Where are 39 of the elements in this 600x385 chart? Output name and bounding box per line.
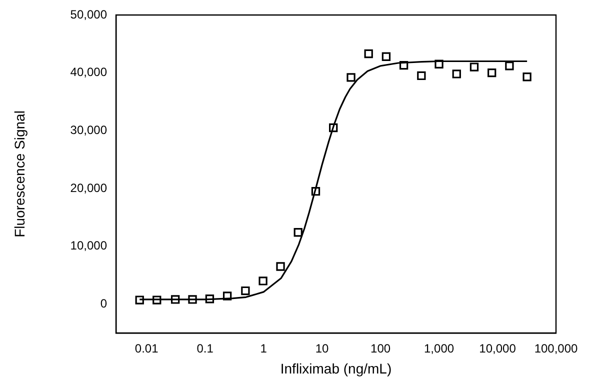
x-tick-label: 10,000 — [479, 342, 516, 356]
point — [294, 228, 302, 237]
point — [452, 70, 461, 78]
point — [241, 286, 250, 296]
y-tick-label: 30,000 — [70, 122, 108, 137]
x-tick-label: 1 — [260, 342, 268, 356]
point — [135, 296, 144, 304]
point — [364, 49, 373, 58]
x-tick-label: 100,000 — [534, 342, 578, 356]
point — [382, 52, 391, 61]
y-tick-label: 40,000 — [70, 65, 108, 80]
point — [222, 292, 232, 300]
x-tick-label: 100 — [370, 342, 391, 356]
point — [276, 262, 285, 271]
point — [488, 68, 496, 78]
x-tick-label: 0.01 — [134, 342, 159, 356]
point — [170, 295, 180, 304]
point — [417, 71, 426, 80]
x-tick-label: 10 — [315, 342, 330, 356]
point — [505, 62, 514, 70]
point — [258, 276, 268, 286]
point — [329, 123, 338, 132]
x-axis-title: Infliximab (ng/mL) — [280, 360, 392, 376]
point — [399, 60, 408, 70]
y-tick-label: 0 — [100, 296, 108, 310]
x-tick-label: 0.1 — [196, 342, 214, 356]
point — [346, 73, 356, 82]
point — [522, 72, 532, 82]
y-tick-label: 50,000 — [70, 7, 108, 22]
point — [470, 62, 479, 72]
y-tick-label: 10,000 — [70, 238, 108, 253]
point — [311, 187, 320, 196]
point — [152, 296, 162, 304]
y-axis-title: Fluorescence Signal — [11, 110, 28, 238]
x-tick-label: 1,000 — [424, 342, 454, 356]
point — [188, 295, 197, 304]
y-tick-label: 20,000 — [70, 180, 108, 195]
point — [205, 294, 214, 304]
point — [434, 60, 444, 68]
